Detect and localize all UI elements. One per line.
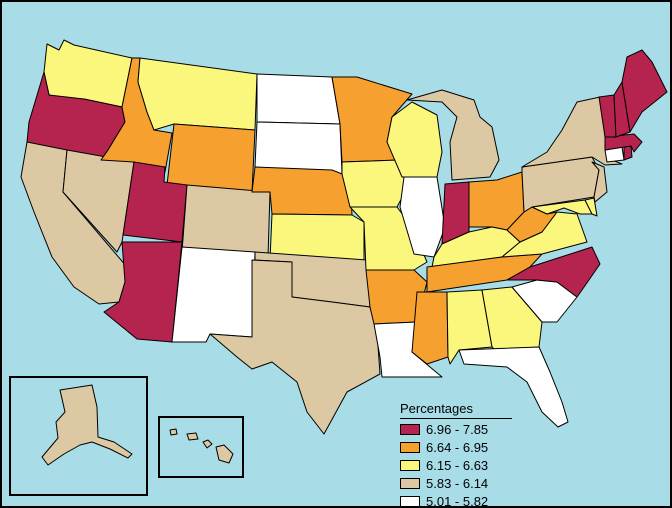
legend-label: 6.64 - 6.95 bbox=[426, 439, 489, 455]
state-ME bbox=[621, 49, 668, 133]
legend-label: 5.01 - 5.82 bbox=[426, 493, 489, 508]
state-NC bbox=[506, 246, 601, 298]
legend-row: 6.64 - 6.95 bbox=[400, 439, 512, 455]
state-FL bbox=[458, 346, 569, 428]
legend-swatch bbox=[400, 459, 420, 471]
state-TX bbox=[209, 259, 381, 435]
alaska-inset-box bbox=[9, 376, 148, 496]
legend-row: 5.83 - 6.14 bbox=[400, 475, 512, 491]
legend-label: 6.96 - 7.85 bbox=[426, 421, 489, 437]
legend-row: 6.96 - 7.85 bbox=[400, 421, 512, 437]
state-WY bbox=[166, 123, 256, 193]
state-PA bbox=[521, 156, 600, 213]
state-SD bbox=[254, 121, 343, 175]
state-AK bbox=[41, 384, 133, 466]
state-ND bbox=[256, 73, 341, 125]
state-HI bbox=[169, 428, 234, 464]
state-NM bbox=[171, 246, 256, 343]
state-MA bbox=[604, 133, 643, 153]
legend-swatch bbox=[400, 477, 420, 489]
legend-title: Percentages bbox=[400, 401, 512, 419]
legend-row: 5.01 - 5.82 bbox=[400, 493, 512, 508]
state-DE bbox=[584, 197, 598, 217]
state-MI bbox=[406, 89, 500, 181]
legend-swatch bbox=[400, 423, 420, 435]
hawaii-inset-box bbox=[158, 416, 244, 478]
state-MS bbox=[411, 291, 449, 365]
legend-swatch bbox=[400, 495, 420, 506]
map-legend: Percentages 6.96 - 7.85 6.64 - 6.95 6.15… bbox=[400, 401, 512, 508]
legend-swatch bbox=[400, 441, 420, 453]
legend-row: 6.15 - 6.63 bbox=[400, 457, 512, 473]
state-NJ bbox=[591, 161, 608, 203]
state-RI bbox=[623, 145, 633, 161]
state-KS bbox=[269, 213, 365, 263]
legend-label: 6.15 - 6.63 bbox=[426, 457, 489, 473]
state-MT bbox=[137, 57, 258, 131]
legend-label: 5.83 - 6.14 bbox=[426, 475, 489, 491]
state-CO bbox=[181, 184, 271, 258]
